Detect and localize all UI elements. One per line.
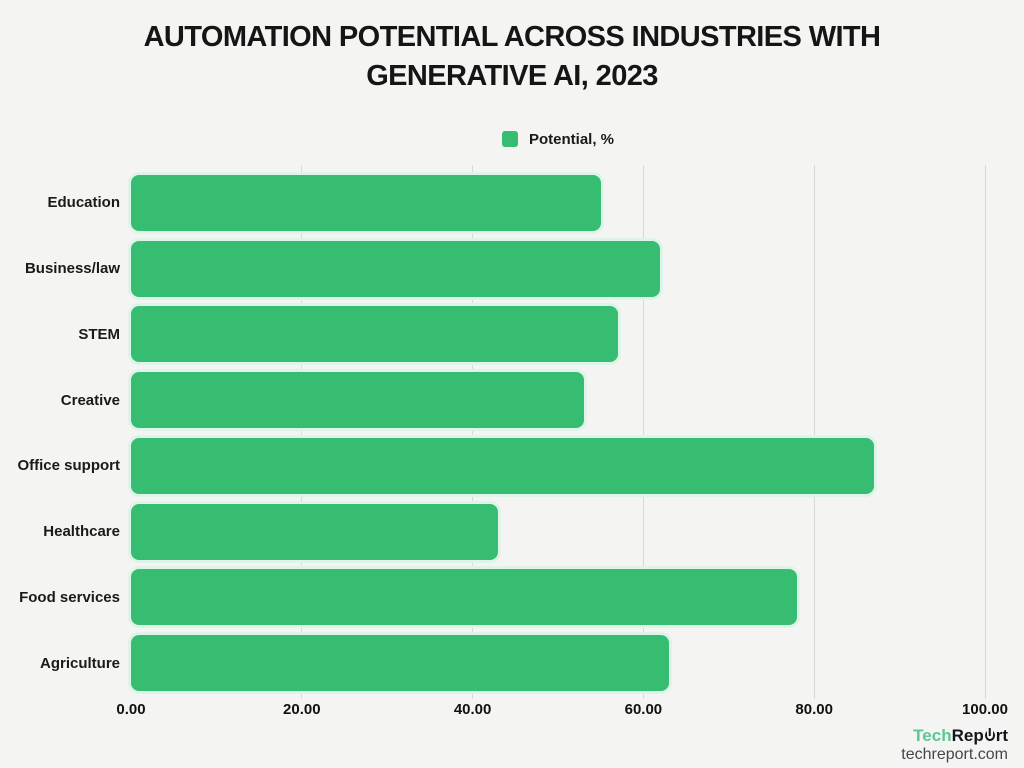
category-label-agriculture: Agriculture (39, 654, 120, 672)
chart-title: AUTOMATION POTENTIAL ACROSS INDUSTRIES W… (0, 18, 1024, 96)
x-tick-label: 80.00 (795, 701, 833, 718)
bar-row (131, 433, 985, 499)
category-label-food-services: Food services (19, 588, 120, 606)
bar-row (131, 367, 985, 433)
category-label-stem: STEM (78, 325, 120, 343)
brand-logo-report-post: rt (995, 726, 1008, 745)
gridline-40 (472, 165, 474, 699)
gridline-20 (301, 165, 303, 699)
x-axis-ticks: 0.00 20.00 40.00 60.00 80.00 100.00 (116, 701, 1008, 721)
bar-row (131, 565, 985, 631)
legend-swatch (501, 131, 518, 147)
bar-row (131, 499, 985, 565)
bar-row (131, 170, 985, 236)
power-o-icon (984, 730, 995, 741)
bar-healthcare (131, 503, 499, 560)
category-label-office-support: Office support (17, 457, 120, 475)
category-label-healthcare: Healthcare (43, 523, 120, 541)
plot-area (131, 170, 985, 696)
bar-agriculture (131, 635, 670, 692)
site-url: techreport.com (901, 746, 1008, 763)
bar-stem (131, 306, 618, 363)
footer: TechRep rt techreport.com (901, 726, 1008, 764)
legend: Potential, % (131, 128, 985, 150)
bar-row (131, 302, 985, 368)
chart-title-line2: GENERATIVE AI, 2023 (366, 60, 658, 92)
brand-logo: TechRep rt (901, 726, 1008, 745)
x-tick-label: 0.00 (116, 701, 146, 718)
brand-logo-report-pre: Rep (951, 726, 984, 745)
x-tick-label: 100.00 (962, 701, 1008, 718)
chart-title-line1: AUTOMATION POTENTIAL ACROSS INDUSTRIES W… (143, 21, 881, 53)
gridline-100 (984, 165, 986, 699)
category-label-business-law: Business/law (24, 260, 120, 278)
bar-food-services (131, 569, 798, 626)
x-tick-label: 60.00 (624, 701, 663, 718)
bar-row (131, 630, 985, 696)
gridline-60 (642, 165, 644, 699)
bar-education (131, 174, 601, 231)
x-tick-label: 40.00 (453, 701, 492, 718)
x-tick-label: 20.00 (283, 701, 321, 718)
bar-business-law (131, 240, 661, 297)
bar-office-support (131, 437, 874, 494)
brand-logo-tech: Tech (913, 726, 952, 745)
gridlines-container (131, 165, 986, 699)
category-label-education: Education (47, 194, 120, 212)
bar-row (131, 236, 985, 302)
category-labels-column: Education Business/law STEM Creative Office … (0, 170, 120, 696)
legend-label: Potential, % (528, 130, 614, 148)
category-label-creative: Creative (60, 391, 120, 409)
gridline-80 (813, 165, 815, 699)
bar-creative (131, 372, 584, 429)
